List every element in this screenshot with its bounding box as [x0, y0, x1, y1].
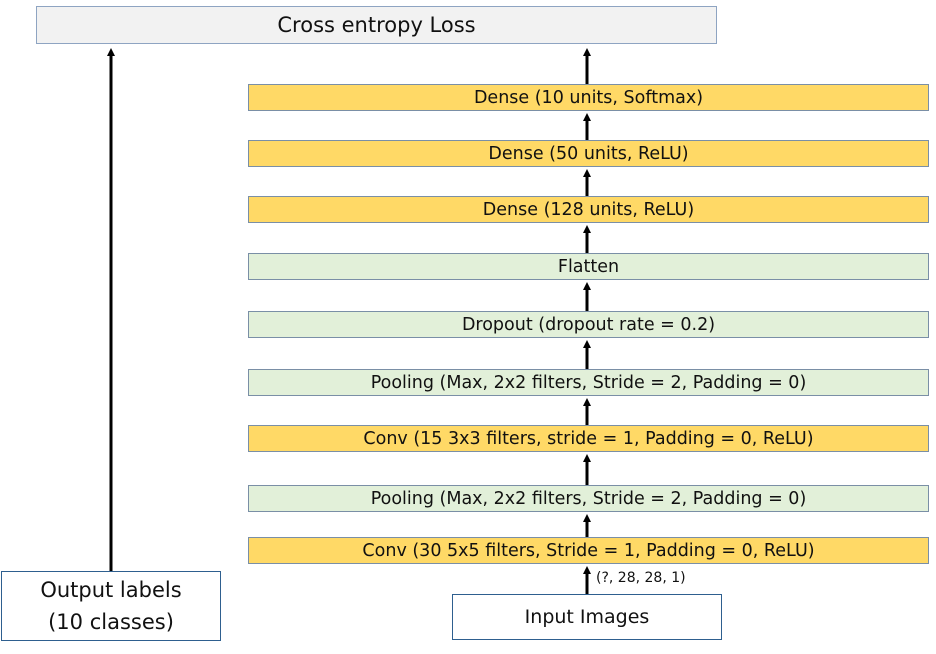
output-labels-line-1: Output labels	[40, 578, 182, 602]
layer-label: Conv (30 5x5 filters, Stride = 1, Paddin…	[362, 540, 815, 561]
input-shape-label: (?, 28, 28, 1)	[596, 570, 686, 586]
layer-label: Dense (128 units, ReLU)	[482, 199, 695, 220]
layer-label: Dense (50 units, ReLU)	[488, 143, 689, 164]
dense-50-layer: Dense (50 units, ReLU)	[248, 140, 929, 167]
conv-layer-2: Conv (15 3x3 filters, stride = 1, Paddin…	[248, 425, 929, 452]
pooling-layer-2: Pooling (Max, 2x2 filters, Stride = 2, P…	[248, 369, 929, 396]
layer-label: Flatten	[557, 256, 620, 277]
layer-label: Dense (10 units, Softmax)	[473, 87, 704, 108]
conv-layer-1: Conv (30 5x5 filters, Stride = 1, Paddin…	[248, 537, 929, 564]
dense-128-layer: Dense (128 units, ReLU)	[248, 196, 929, 223]
dense-softmax-layer: Dense (10 units, Softmax)	[248, 84, 929, 111]
output-labels-line-2: (10 classes)	[48, 610, 174, 634]
input-images-box: Input Images	[452, 594, 722, 640]
input-images-label: Input Images	[524, 606, 650, 628]
output-labels-box: Output labels (10 classes)	[1, 571, 221, 641]
dropout-layer: Dropout (dropout rate = 0.2)	[248, 311, 929, 338]
loss-label: Cross entropy Loss	[277, 13, 476, 37]
pooling-layer-1: Pooling (Max, 2x2 filters, Stride = 2, P…	[248, 485, 929, 512]
layer-label: Dropout (dropout rate = 0.2)	[461, 314, 716, 335]
layer-label: Pooling (Max, 2x2 filters, Stride = 2, P…	[370, 372, 807, 393]
flatten-layer: Flatten	[248, 253, 929, 280]
layer-label: Conv (15 3x3 filters, stride = 1, Paddin…	[363, 428, 814, 449]
cross-entropy-loss-box: Cross entropy Loss	[36, 6, 717, 44]
layer-label: Pooling (Max, 2x2 filters, Stride = 2, P…	[370, 488, 807, 509]
